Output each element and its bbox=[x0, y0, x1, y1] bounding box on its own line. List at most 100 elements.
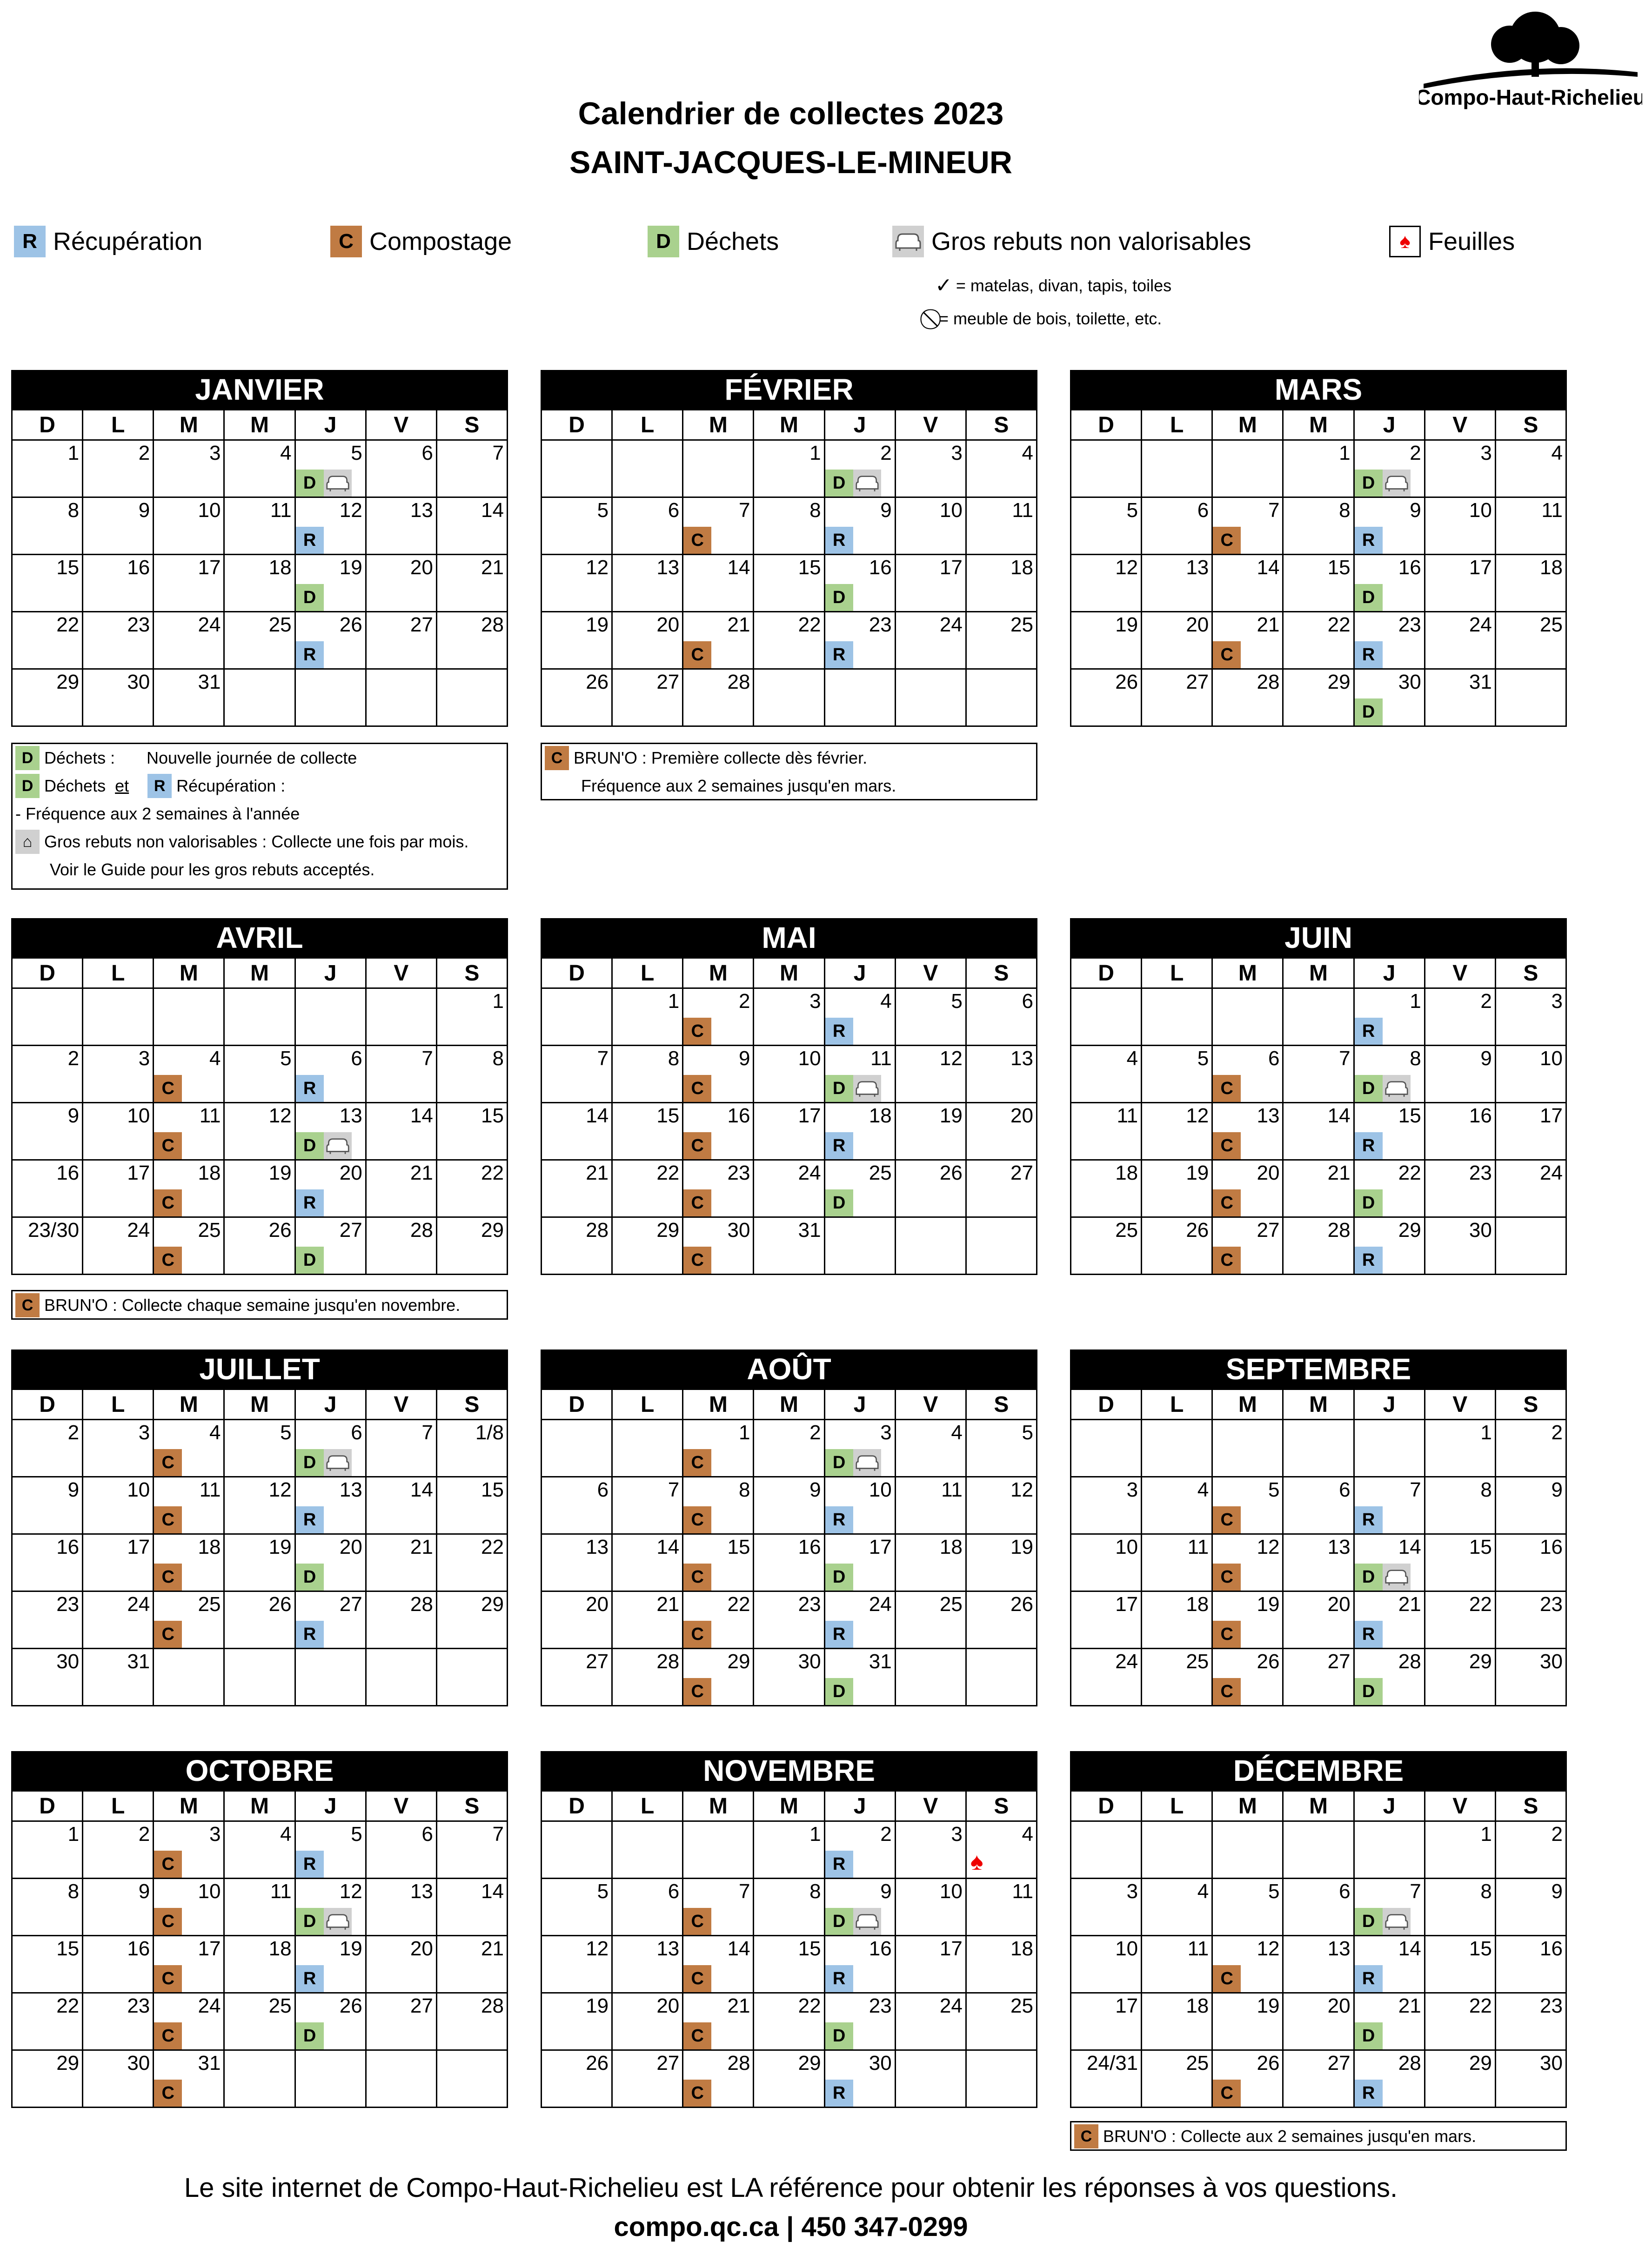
day-number: 30 bbox=[1540, 2052, 1563, 2074]
day-cell: 31 bbox=[153, 668, 225, 727]
week-row: 23 24 25 C 26 27 R 28 29 bbox=[11, 1591, 508, 1649]
decembre-note: C BRUN'O : Collecte aux 2 semaines jusqu'… bbox=[1070, 2121, 1567, 2151]
day-cell: 2 bbox=[753, 1419, 825, 1477]
day-number: 3 bbox=[209, 1823, 221, 1846]
day-cell: 20 D bbox=[294, 1533, 367, 1592]
day-cell: 15 bbox=[11, 1935, 84, 1994]
day-cell: 12 bbox=[540, 554, 613, 612]
day-cell: 25 bbox=[894, 1591, 967, 1649]
day-number: 25 bbox=[198, 1593, 221, 1616]
day-cell: 9 bbox=[82, 1878, 154, 1936]
day-number: 13 bbox=[339, 1104, 362, 1127]
day-cell: 26 bbox=[965, 1591, 1038, 1649]
day-number: 17 bbox=[798, 1104, 821, 1127]
day-cell: 2 bbox=[1494, 1820, 1567, 1879]
month-10: NOVEMBRE D L M M J V S 1 2 R 3 4 ♠ 5 6 7 C 8 9 D 10 11 12 13 14 C 1… bbox=[540, 1751, 1038, 2108]
day-cell: 28 bbox=[365, 1591, 437, 1649]
day-cell: 2 bbox=[11, 1419, 84, 1477]
day-number: 8 bbox=[67, 499, 80, 522]
day-number: 22 bbox=[481, 1536, 504, 1558]
day-cell: 20 bbox=[365, 1935, 437, 1994]
day-number: 24 bbox=[1115, 1650, 1138, 1673]
weekday-header: D bbox=[1070, 1389, 1143, 1420]
day-cell: 21 R bbox=[1353, 1591, 1425, 1649]
day-cell: 14 bbox=[365, 1102, 437, 1161]
avril-note: C BRUN'O : Collecte chaque semaine jusqu'… bbox=[11, 1290, 508, 1320]
collection-badge: R bbox=[825, 1965, 853, 1992]
day-number: 9 bbox=[880, 499, 892, 522]
weekday-header: J bbox=[1353, 1790, 1425, 1822]
day-number: 9 bbox=[67, 1104, 80, 1127]
day-cell: 17 D bbox=[823, 1533, 896, 1592]
day-cell: 17 bbox=[82, 1159, 154, 1218]
day-cell: 25 bbox=[1141, 1648, 1213, 1706]
collection-badge: C bbox=[1213, 1247, 1241, 1274]
weekday-header: S bbox=[1494, 1790, 1567, 1822]
weekday-header: S bbox=[435, 409, 508, 441]
day-cell: 11 bbox=[223, 497, 296, 555]
day-cell bbox=[223, 987, 296, 1046]
day-cell: 23 D bbox=[823, 1992, 896, 2051]
collection-badge: D bbox=[1354, 584, 1383, 611]
day-cell: 22 bbox=[1424, 1591, 1496, 1649]
month-title: SEPTEMBRE bbox=[1070, 1349, 1567, 1389]
week-row: 13 14 15 C 16 17 D 18 19 bbox=[540, 1533, 1038, 1592]
day-number: 24/31 bbox=[1087, 2052, 1138, 2074]
day-number: 14 bbox=[1327, 1104, 1351, 1127]
day-number: 15 bbox=[1469, 1536, 1492, 1558]
collection-badge: C bbox=[154, 1621, 182, 1648]
day-cell bbox=[894, 1648, 967, 1706]
day-number: 30 bbox=[56, 1650, 80, 1673]
day-cell: 30 bbox=[1494, 1648, 1567, 1706]
day-number: 21 bbox=[481, 556, 504, 579]
day-cell: 27 bbox=[365, 1992, 437, 2051]
day-cell: 3 bbox=[1424, 439, 1496, 498]
month-title: JUILLET bbox=[11, 1349, 508, 1389]
day-number: 24 bbox=[939, 613, 963, 636]
month-title: DÉCEMBRE bbox=[1070, 1751, 1567, 1790]
day-number: 26 bbox=[586, 671, 609, 693]
couch-icon bbox=[1382, 1564, 1411, 1591]
day-cell: 21 bbox=[435, 554, 508, 612]
weekday-header: V bbox=[1424, 957, 1496, 989]
weekday-header: L bbox=[1141, 409, 1213, 441]
collection-badge: D bbox=[825, 1908, 853, 1935]
day-cell: 3 bbox=[1494, 987, 1567, 1046]
weekday-header: D bbox=[1070, 957, 1143, 989]
weekday-header: V bbox=[894, 1790, 967, 1822]
day-cell bbox=[435, 2049, 508, 2108]
day-cell: 13 bbox=[365, 1878, 437, 1936]
day-number: 24 bbox=[198, 613, 221, 636]
day-number: 6 bbox=[1339, 1478, 1351, 1501]
day-number: 1 bbox=[668, 990, 680, 1013]
day-number: 17 bbox=[198, 556, 221, 579]
day-cell: 21 bbox=[435, 1935, 508, 1994]
day-cell: 26 bbox=[540, 2049, 613, 2108]
collection-badge: C bbox=[683, 527, 712, 554]
day-number: 22 bbox=[1469, 1994, 1492, 2017]
day-number: 27 bbox=[656, 671, 680, 693]
week-row: 15 16 17 18 19 D 20 21 bbox=[11, 554, 508, 612]
day-cell: 19 D bbox=[294, 554, 367, 612]
day-cell: 26 bbox=[223, 1591, 296, 1649]
day-number: 20 bbox=[1010, 1104, 1033, 1127]
weekday-header: S bbox=[965, 409, 1038, 441]
day-cell: 6 bbox=[611, 1878, 684, 1936]
day-number: 19 bbox=[339, 1937, 362, 1960]
day-cell: 12 bbox=[223, 1102, 296, 1161]
day-cell bbox=[153, 1648, 225, 1706]
week-row: 23/30 24 25 C 26 27 D 28 29 bbox=[11, 1216, 508, 1275]
day-number: 18 bbox=[1115, 1161, 1138, 1184]
collection-badge: R bbox=[1354, 1621, 1383, 1648]
day-cell: 22 bbox=[11, 1992, 84, 2051]
day-cell: 18 C bbox=[153, 1533, 225, 1592]
day-number: 26 bbox=[1257, 2052, 1280, 2074]
weekday-header: V bbox=[1424, 409, 1496, 441]
day-number: 14 bbox=[410, 1478, 433, 1501]
month-title: NOVEMBRE bbox=[541, 1751, 1037, 1790]
